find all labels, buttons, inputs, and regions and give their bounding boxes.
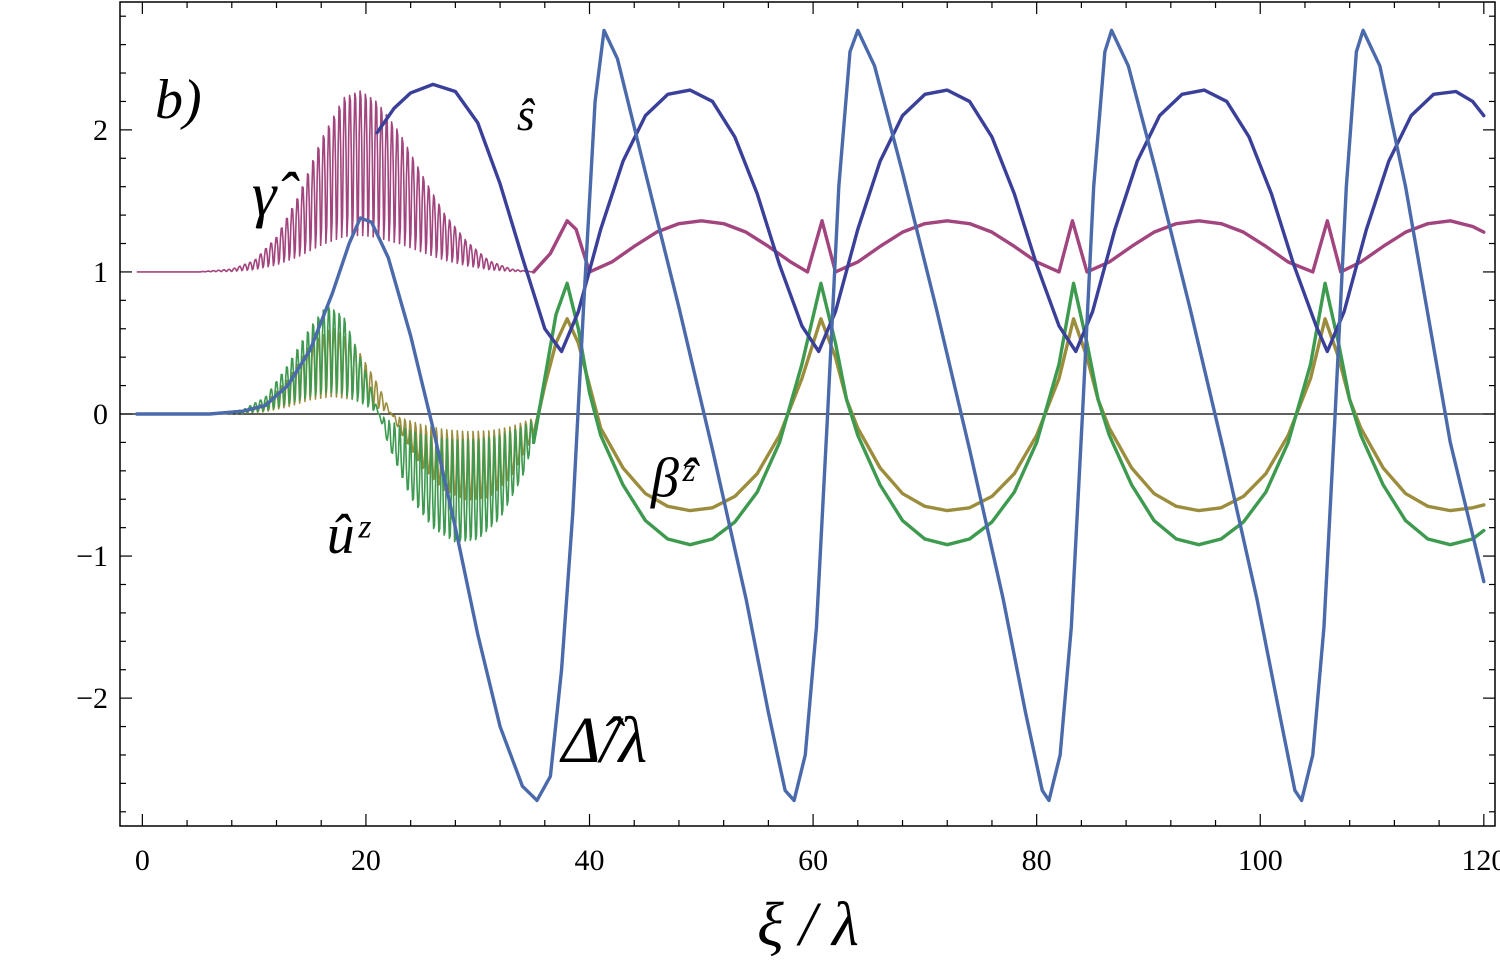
series-line: [375, 82, 1486, 354]
series-label: β̂ᶻ: [650, 447, 700, 509]
series-0: [375, 82, 1486, 354]
x-tick-label: 20: [351, 844, 381, 877]
series-line: [531, 281, 1486, 547]
series-1: [136, 90, 1486, 274]
series-oscillation: [136, 90, 534, 273]
x-tick-label: 120: [1461, 844, 1500, 877]
y-tick-label: −2: [76, 682, 108, 715]
y-tick-label: 1: [93, 256, 108, 289]
panel-label: b): [155, 69, 202, 131]
y-tick-label: 2: [93, 114, 108, 147]
series-line: [135, 28, 1486, 803]
series-4: [135, 28, 1486, 803]
x-tick-label: 60: [798, 844, 828, 877]
x-tick-label: 0: [135, 844, 150, 877]
series-label: ŝ: [517, 89, 536, 140]
series-line: [531, 219, 1486, 274]
series-label: ûᶻ: [327, 504, 372, 566]
series-layer: [135, 28, 1486, 803]
axis-ticks: 0 20 40 60 80 100 120 −2 −1 0 1 2: [76, 2, 1500, 877]
y-tick-label: −1: [76, 540, 108, 573]
y-tick-label: 0: [93, 398, 108, 431]
series-label: Δ̂/λ: [559, 704, 648, 777]
x-tick-label: 80: [1022, 844, 1052, 877]
x-axis-title: ξ / λ: [757, 891, 859, 959]
series-2: [136, 317, 1486, 513]
x-tick-label: 100: [1238, 844, 1283, 877]
x-tick-label: 40: [575, 844, 605, 877]
